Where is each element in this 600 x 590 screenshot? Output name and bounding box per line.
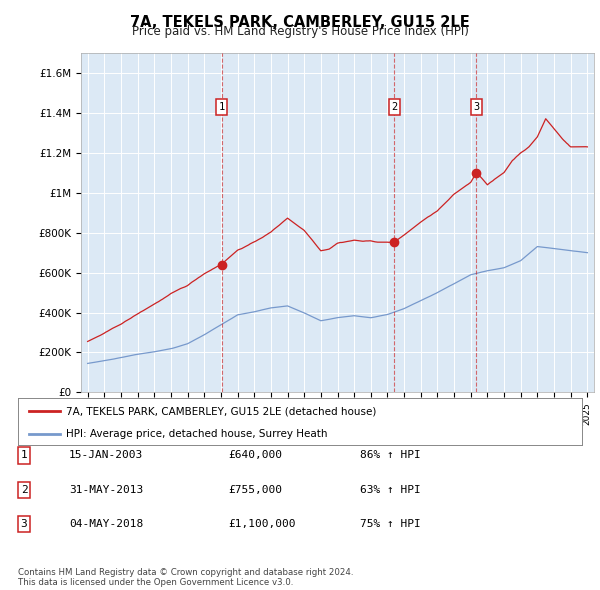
Text: 7A, TEKELS PARK, CAMBERLEY, GU15 2LE (detached house): 7A, TEKELS PARK, CAMBERLEY, GU15 2LE (de… <box>66 407 376 417</box>
Text: 15-JAN-2003: 15-JAN-2003 <box>69 451 143 460</box>
Text: 63% ↑ HPI: 63% ↑ HPI <box>360 485 421 494</box>
Text: 75% ↑ HPI: 75% ↑ HPI <box>360 519 421 529</box>
Text: 3: 3 <box>473 102 479 112</box>
Text: HPI: Average price, detached house, Surrey Heath: HPI: Average price, detached house, Surr… <box>66 429 328 438</box>
Text: 3: 3 <box>20 519 28 529</box>
Text: Contains HM Land Registry data © Crown copyright and database right 2024.
This d: Contains HM Land Registry data © Crown c… <box>18 568 353 587</box>
Text: 1: 1 <box>218 102 225 112</box>
Text: £755,000: £755,000 <box>228 485 282 494</box>
Text: £1,100,000: £1,100,000 <box>228 519 296 529</box>
Text: 04-MAY-2018: 04-MAY-2018 <box>69 519 143 529</box>
Text: 86% ↑ HPI: 86% ↑ HPI <box>360 451 421 460</box>
Text: £640,000: £640,000 <box>228 451 282 460</box>
Text: Price paid vs. HM Land Registry's House Price Index (HPI): Price paid vs. HM Land Registry's House … <box>131 25 469 38</box>
Text: 7A, TEKELS PARK, CAMBERLEY, GU15 2LE: 7A, TEKELS PARK, CAMBERLEY, GU15 2LE <box>130 15 470 30</box>
Text: 1: 1 <box>20 451 28 460</box>
Text: 31-MAY-2013: 31-MAY-2013 <box>69 485 143 494</box>
Text: 2: 2 <box>391 102 398 112</box>
Text: 2: 2 <box>20 485 28 494</box>
